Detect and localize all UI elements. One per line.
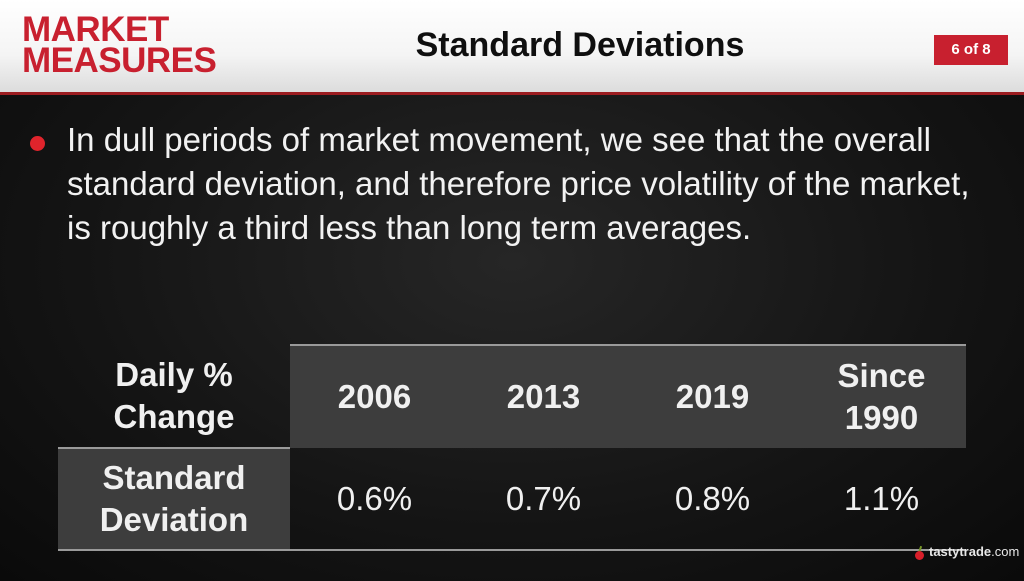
- corner-header-cell: Daily % Change: [58, 345, 290, 449]
- bullet-text: In dull periods of market movement, we s…: [67, 121, 970, 246]
- column-header-2013: 2013: [459, 344, 628, 448]
- table-header-row: Daily % Change 2006 2013 2019 Since 1990: [58, 344, 966, 449]
- column-header-2019: 2019: [628, 344, 797, 448]
- header-bar: MARKET MEASURES Standard Deviations 6 of…: [0, 0, 1024, 95]
- value-cell-2006: 0.6%: [290, 448, 459, 551]
- logo-line-1: MARKET: [22, 10, 169, 49]
- column-header-2006: 2006: [290, 344, 459, 448]
- bullet-dot-icon: [30, 136, 45, 151]
- value-cell-2013: 0.7%: [459, 448, 628, 551]
- column-header-label: 2013: [506, 378, 581, 415]
- logo-line-2: MEASURES: [22, 41, 217, 80]
- column-header-since-1990: Since 1990: [797, 344, 966, 448]
- market-measures-logo: MARKET MEASURES: [22, 10, 217, 80]
- brand-name: tastytrade: [929, 544, 992, 559]
- row-label-cell: Standard Deviation: [58, 448, 290, 551]
- corner-label-line-2: Change: [113, 398, 235, 435]
- corner-label-line-1: Daily %: [115, 356, 233, 393]
- brand-suffix: .com: [991, 544, 1020, 559]
- page-indicator-badge: 6 of 8: [934, 35, 1008, 65]
- table-row: Standard Deviation 0.6% 0.7% 0.8% 1.1%: [58, 448, 966, 551]
- cherry-icon: [914, 545, 926, 560]
- column-header-label-line-2: 1990: [844, 399, 919, 436]
- row-label-line-1: Standard: [102, 459, 246, 496]
- tastytrade-logo: tastytrade.com: [914, 544, 1019, 560]
- row-label-line-2: Deviation: [99, 501, 249, 538]
- column-header-label: 2006: [337, 378, 412, 415]
- value-cell-2019: 0.8%: [628, 448, 797, 551]
- column-header-label: 2019: [675, 378, 750, 415]
- value-cell-since-1990: 1.1%: [797, 448, 966, 551]
- std-dev-table: Daily % Change 2006 2013 2019 Since 1990…: [58, 344, 966, 551]
- column-header-label: Since: [837, 357, 926, 394]
